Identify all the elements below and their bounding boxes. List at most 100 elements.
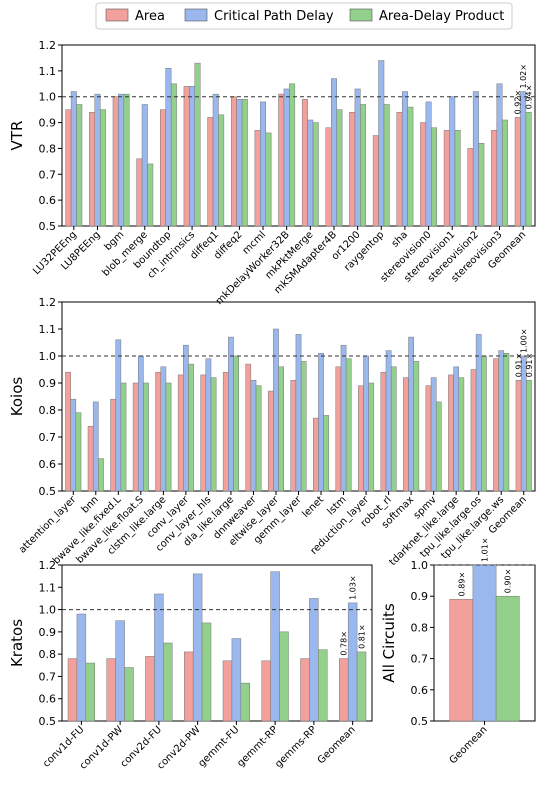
- bar-adp-geomean: [526, 380, 532, 492]
- y-tick-label: 0.8: [39, 404, 57, 417]
- bar-delay-gemmt-rp: [270, 571, 280, 722]
- bar-adp-gemm-layer: [300, 361, 307, 492]
- bar-adp-or1200: [360, 104, 367, 227]
- bar-adp-stereovision3: [501, 119, 508, 227]
- bar-adp-lenet: [323, 415, 330, 492]
- bar-delay-or1200: [354, 88, 361, 227]
- bar-delay-gemm-layer: [295, 334, 302, 492]
- bar-delay-conv1d-fu: [76, 613, 87, 722]
- bar-area-gemm-layer: [290, 380, 297, 492]
- bar-area-boundtop: [160, 109, 166, 227]
- bar-adp-robot-rl: [390, 366, 397, 492]
- bar-area-tdarknet-like-large: [448, 374, 454, 492]
- legend-swatch-adp: [349, 8, 373, 22]
- bar-adp-tpu-like-large-os: [481, 355, 487, 492]
- bar-area-stereovision0: [420, 122, 427, 227]
- bar-area-stereovision1: [443, 130, 450, 227]
- bar-delay-mkdelayworker32b: [283, 88, 290, 227]
- y-tick-label: 0.7: [39, 670, 57, 683]
- bar-area-blob-merge: [136, 158, 143, 227]
- bar-delay-boundtop: [165, 68, 172, 227]
- bar-area-lu32peeng: [65, 109, 72, 227]
- bar-delay-tpu-like-large-os: [475, 334, 482, 492]
- annotation-adp: 0.91×: [525, 353, 534, 378]
- bar-area-stereovision2: [467, 148, 474, 227]
- bar-delay-attention-layer: [70, 398, 77, 492]
- bar-delay-bwave-like-float-s: [137, 355, 144, 492]
- bar-adp-gemmt-rp: [279, 631, 289, 722]
- y-tick-label: 1.1: [39, 65, 57, 78]
- bar-delay-dnnweaver: [250, 380, 257, 492]
- bar-area-geomean: [514, 117, 521, 227]
- bar-adp-geomean: [525, 111, 532, 227]
- bar-adp-gemmt-fu: [240, 682, 250, 722]
- y-tick-label: 0.9: [39, 626, 57, 639]
- bar-area-conv2d-fu: [145, 656, 155, 722]
- bar-adp-conv-layer: [188, 363, 194, 492]
- bar-adp-mcml: [265, 132, 272, 227]
- bar-delay-stereovision2: [472, 91, 479, 227]
- bar-area-bnn: [87, 425, 94, 492]
- y-axis-label: All Circuits: [380, 603, 398, 683]
- y-tick-label: 0.9: [39, 117, 57, 130]
- bar-area-ch-intrinsics: [183, 86, 190, 227]
- y-tick-label: 0.9: [411, 590, 429, 603]
- x-tick-label-sha: sha: [390, 229, 410, 249]
- y-tick-label: 0.6: [39, 194, 57, 207]
- legend: Area Critical Path Delay Area-Delay Produc…: [95, 2, 513, 30]
- y-tick-label: 1.1: [39, 581, 57, 594]
- bar-area-diffeq2: [230, 96, 237, 227]
- bar-area-mcml: [254, 130, 261, 227]
- plot-frame: [61, 564, 373, 722]
- y-tick-label: 0.6: [39, 458, 57, 471]
- y-tick-label: 1.2: [39, 39, 57, 52]
- bar-area-geomean: [339, 658, 349, 722]
- y-tick-label: 1.1: [39, 323, 57, 336]
- bar-adp-blob-merge: [147, 163, 154, 227]
- bar-adp-geomean: [495, 595, 520, 722]
- bar-adp-conv2d-pw: [201, 622, 212, 722]
- bar-delay-robot-rl: [385, 350, 392, 492]
- bar-area-bwave-like-fixed-l: [110, 398, 116, 492]
- y-tick-label: 0.5: [411, 715, 429, 728]
- bar-adp-stereovision2: [478, 143, 485, 227]
- bar-area-diffeq1: [207, 117, 214, 227]
- bar-delay-conv-layer: [183, 344, 189, 492]
- bar-delay-tpu-like-large-ws: [498, 350, 505, 492]
- bar-adp-sha: [407, 106, 414, 227]
- bar-adp-conv2d-fu: [163, 642, 173, 722]
- bar-area-gemms-rp: [300, 658, 310, 722]
- bar-area-sha: [396, 111, 403, 227]
- bar-area-tpu-like-large-os: [470, 369, 477, 492]
- bar-area-clstm-like-large: [155, 371, 162, 492]
- legend-label-area: Area: [135, 9, 165, 24]
- bar-adp-raygentop: [383, 104, 390, 227]
- bar-adp-lu8peeng: [99, 109, 106, 227]
- y-axis-label: VTR: [8, 121, 26, 151]
- chart-all-circuits: 0.5 0.6 0.7 0.8 0.9 1.0 All Circuits Geomean 0.8…: [380, 537, 536, 766]
- bar-delay-clstm-like-large: [160, 366, 167, 492]
- bar-adp-mkdelayworker32b: [289, 83, 296, 227]
- y-tick-label: 0.5: [39, 715, 57, 728]
- bar-delay-mksmadapter4b: [331, 78, 337, 227]
- bar-area-mkpktmerge: [301, 99, 308, 227]
- y-tick-label: 0.5: [39, 220, 57, 233]
- bar-delay-reduction-layer: [363, 355, 369, 492]
- bar-delay-mkpktmerge: [307, 119, 314, 227]
- x-tick-label-lenet: lenet: [300, 494, 326, 520]
- bar-delay-stereovision0: [425, 101, 432, 227]
- bar-delay-lenet: [318, 353, 324, 492]
- bar-area-geomean: [515, 380, 522, 492]
- y-tick-label: 0.8: [39, 648, 57, 661]
- bar-area-bwave-like-float-s: [132, 382, 139, 492]
- bar-adp-reduction-layer: [368, 382, 375, 492]
- y-tick-label: 0.6: [39, 693, 57, 706]
- annotation-adp: 0.90×: [504, 569, 513, 594]
- y-tick-label: 0.8: [39, 142, 57, 155]
- y-tick-label: 1.2: [39, 559, 57, 572]
- bar-adp-lstm: [345, 358, 352, 492]
- x-tick-label-gemms-rp: gemms-RP: [273, 724, 319, 770]
- plot-frame: [61, 44, 536, 227]
- y-tick-label: 1.0: [39, 604, 57, 617]
- bar-delay-softmax: [408, 336, 414, 492]
